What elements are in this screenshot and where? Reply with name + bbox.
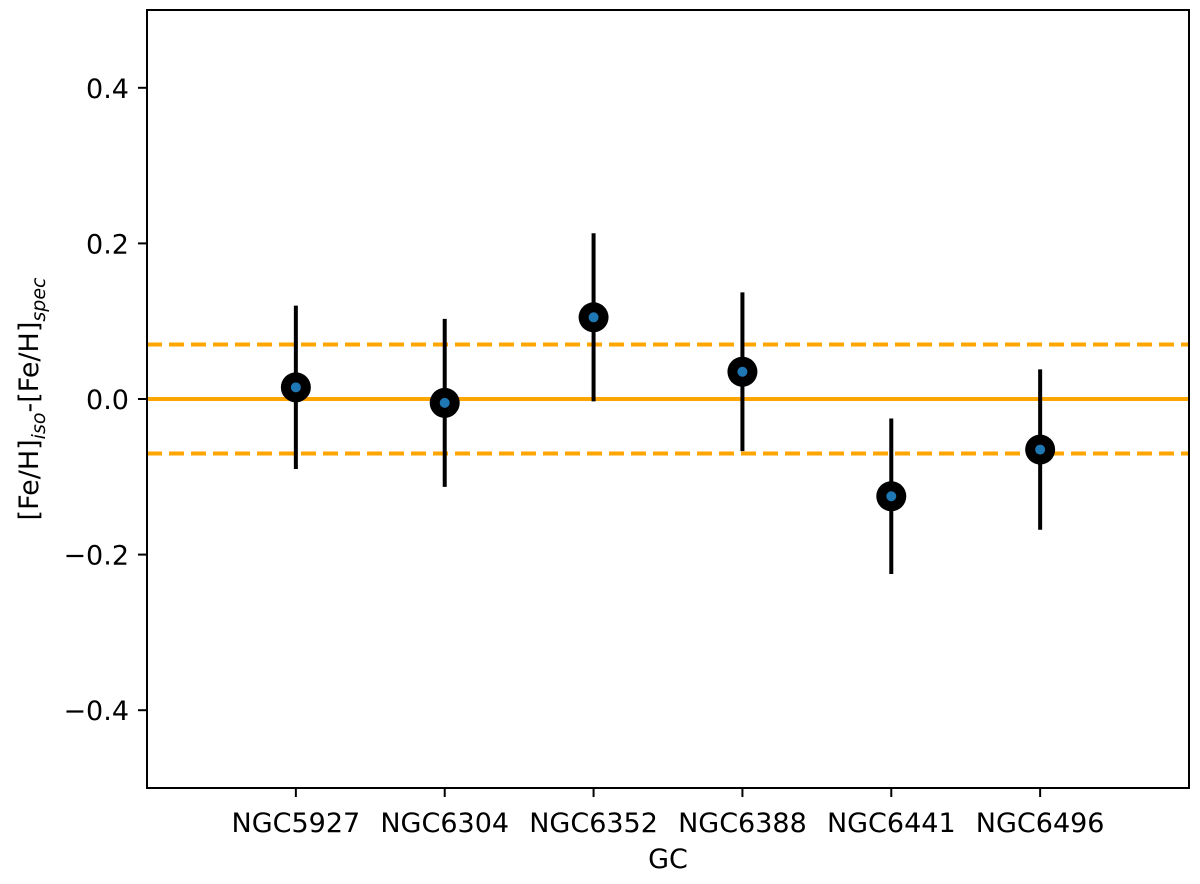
x-tick-label: NGC6304 [380, 808, 509, 839]
y-axis-label: [Fe/H]iso-[Fe/H]spec [14, 277, 50, 520]
data-point-inner [737, 366, 748, 377]
x-tick-label: NGC6388 [678, 808, 807, 839]
error-bars [293, 233, 1043, 575]
y-tick-label: 0.4 [86, 74, 129, 105]
data-point-inner [290, 382, 301, 393]
y-axis-label-subscript: iso [28, 413, 50, 440]
data-point-inner [886, 491, 897, 502]
x-axis-label: GC [648, 844, 688, 875]
data-point-inner [1035, 444, 1046, 455]
y-tick-label: −0.4 [63, 696, 129, 727]
y-tick-label: 0.0 [86, 385, 129, 416]
y-axis-ticks: 0.4 0.2 0.0 −0.2 −0.4 [63, 74, 147, 727]
x-tick-label: NGC6441 [827, 808, 956, 839]
data-points [280, 302, 1056, 512]
x-tick-label: NGC6496 [976, 808, 1105, 839]
reference-lines [147, 342, 1189, 456]
data-point-inner [439, 397, 450, 408]
y-tick-label: −0.2 [63, 541, 129, 572]
data-point-inner [588, 312, 599, 323]
x-axis-ticks: NGC5927 NGC6304 NGC6352 NGC6388 NGC6441 NGC64… [232, 788, 1105, 839]
y-axis-label-subscript: spec [28, 277, 50, 322]
x-tick-label: NGC6352 [529, 808, 658, 839]
y-tick-label: 0.2 [86, 229, 129, 260]
y-axis-label-text: -[Fe/H] [14, 322, 45, 413]
x-tick-label: NGC5927 [232, 808, 361, 839]
y-axis-label-text: [Fe/H] [14, 439, 45, 520]
